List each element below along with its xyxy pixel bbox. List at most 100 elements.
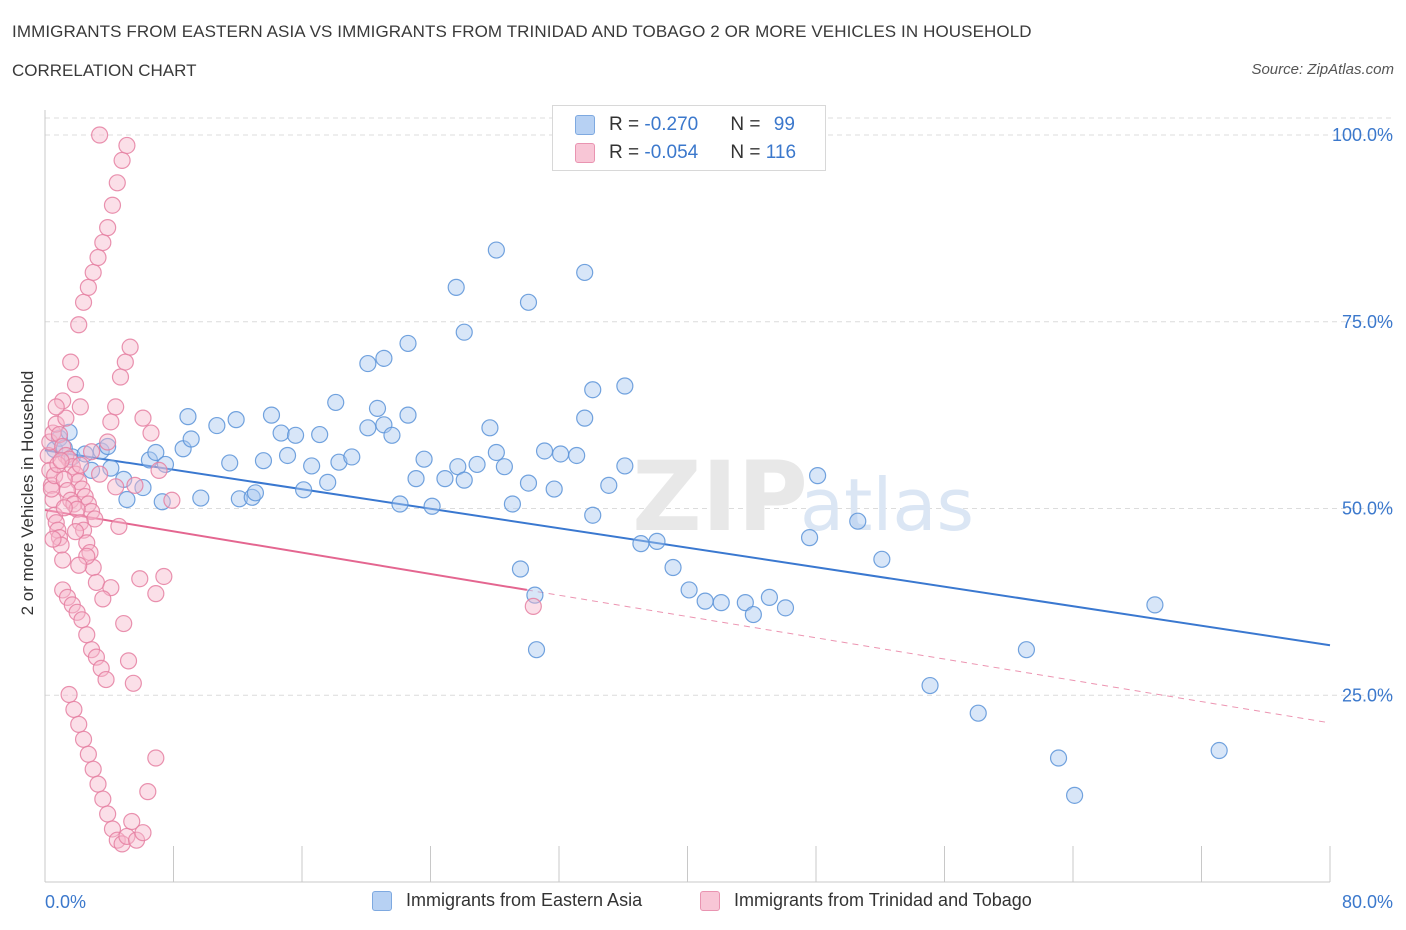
data-point [295, 481, 313, 499]
data-point [111, 368, 130, 386]
data-point [54, 551, 72, 569]
data-point [78, 534, 96, 552]
series-eastern-asia [46, 241, 1228, 804]
n-value: 99 [773, 114, 795, 135]
data-point [969, 704, 987, 722]
data-point [873, 550, 891, 568]
data-point [495, 458, 513, 476]
data-point [94, 790, 112, 808]
data-point [44, 530, 62, 548]
data-point [576, 263, 594, 282]
data-point [632, 535, 650, 553]
data-point [246, 484, 265, 502]
legend-swatch-pink [700, 890, 720, 911]
data-point [134, 409, 152, 427]
legend-swatch-blue [372, 890, 392, 911]
trend-line-trinidad-tobago-extension [526, 589, 1331, 724]
data-point [503, 495, 522, 513]
y-tick-label: 100.0% [1332, 125, 1393, 145]
data-point [192, 489, 210, 507]
r-label: R = [609, 114, 645, 135]
data-point [71, 456, 89, 474]
data-point [391, 495, 409, 513]
data-point [52, 452, 70, 470]
data-point [286, 426, 305, 444]
data-point [99, 437, 117, 456]
source-label: Source: ZipAtlas.com [1251, 61, 1394, 78]
data-point [664, 558, 682, 577]
data-point [311, 425, 329, 444]
data-point [97, 670, 115, 689]
data-point [103, 196, 122, 214]
data-point [82, 461, 101, 480]
data-point [156, 455, 175, 474]
data-point [696, 592, 714, 610]
data-point [91, 126, 109, 144]
data-point [62, 353, 80, 371]
data-point [74, 730, 93, 748]
data-point [584, 381, 602, 399]
data-point [552, 445, 570, 463]
data-point [568, 446, 586, 465]
data-point [519, 474, 538, 492]
data-point [94, 590, 112, 608]
data-point [89, 775, 107, 793]
data-point [182, 430, 200, 448]
data-point [648, 532, 666, 550]
data-point [736, 594, 754, 612]
data-point [115, 614, 133, 633]
data-point [487, 443, 505, 462]
data-point [511, 560, 530, 578]
data-point [600, 476, 618, 494]
axes [44, 110, 1331, 883]
y-axis-label: 2 or more Vehicles in Household [18, 371, 37, 616]
data-point [134, 824, 152, 842]
data-point [576, 409, 594, 427]
data-point [319, 473, 337, 491]
data-point [262, 406, 281, 424]
data-point [131, 570, 149, 588]
data-point [113, 151, 131, 169]
n-label: N = [730, 114, 766, 135]
trend-line-eastern-asia [44, 449, 1331, 647]
data-point [57, 409, 75, 427]
data-point [1017, 641, 1036, 659]
data-point [84, 263, 102, 282]
data-point [616, 457, 634, 475]
legend-label: Immigrants from Trinidad and Tobago [734, 890, 1032, 910]
data-point [74, 293, 93, 311]
pink-swatch [575, 143, 595, 163]
data-point [423, 497, 441, 515]
series-legend: Immigrants from Eastern Asia Immigrants … [0, 890, 1406, 916]
data-point [47, 398, 65, 416]
data-point [92, 659, 110, 677]
data-point [163, 491, 181, 509]
data-point [254, 452, 273, 470]
data-point [712, 594, 730, 612]
data-point [87, 573, 106, 592]
data-point [399, 406, 417, 424]
data-point [1146, 596, 1164, 614]
data-point [66, 523, 85, 541]
r-value: -0.054 [644, 142, 699, 163]
data-point [82, 443, 101, 461]
data-point [368, 399, 387, 418]
data-point [139, 783, 157, 801]
data-point [383, 426, 401, 444]
stats-legend-row-pink: R = -0.054 N = 116 [575, 141, 796, 165]
data-point [519, 293, 538, 311]
trend-line-trinidad-tobago [44, 509, 528, 591]
data-point [343, 448, 361, 466]
data-point [481, 419, 499, 437]
data-point [78, 626, 96, 644]
x-tick-label: 80.0% [1342, 892, 1393, 912]
data-point [921, 676, 939, 695]
data-point [375, 349, 393, 367]
data-point [47, 415, 65, 433]
data-point [55, 470, 73, 488]
data-point [468, 455, 486, 474]
data-point [744, 605, 762, 624]
data-point [71, 398, 89, 416]
data-point [278, 446, 297, 465]
y-tick-label: 50.0% [1342, 499, 1393, 519]
